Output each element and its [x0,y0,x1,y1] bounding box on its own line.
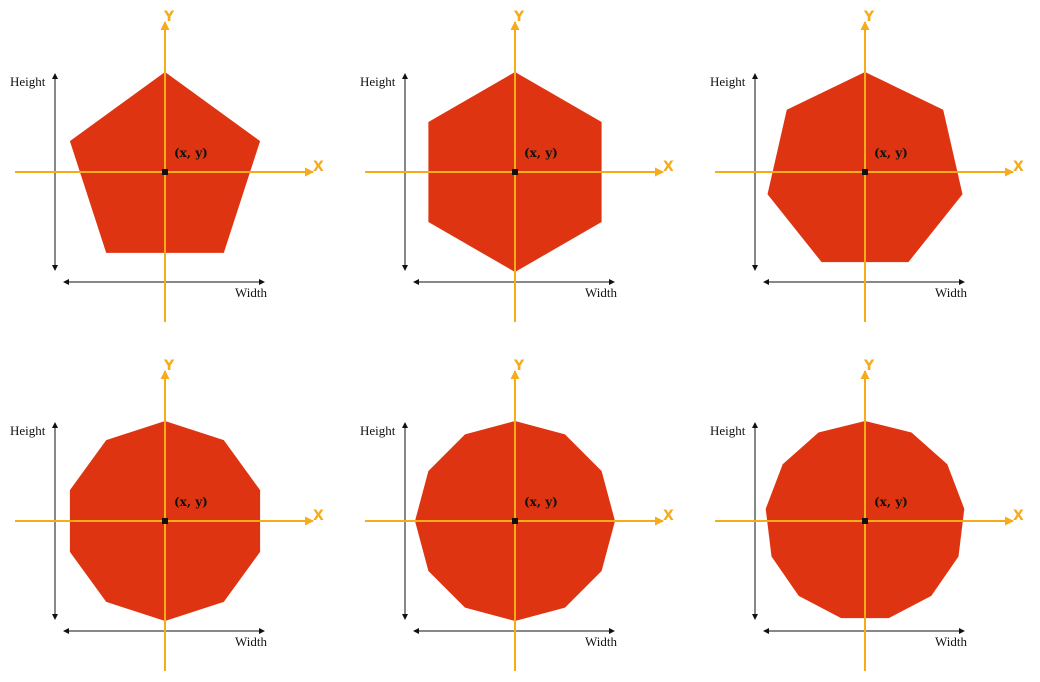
center-label: (x, y) [174,146,208,160]
height-label: Height [360,423,396,438]
height-label: Height [10,74,46,89]
x-axis-label: X [1013,159,1024,175]
width-label: Width [935,285,967,300]
center-point [862,169,868,175]
width-label: Width [235,285,267,300]
width-label: Width [935,634,967,649]
y-axis-label: Y [513,358,525,374]
panel-pentagon: Height Width X Y (x, y) [10,9,324,322]
width-label: Width [585,634,617,649]
y-axis-label: Y [513,9,525,25]
width-label: Width [585,285,617,300]
center-label: (x, y) [874,495,908,509]
panel-decagon: Height Width X Y (x, y) [10,358,324,671]
center-point [512,169,518,175]
x-axis-label: X [663,508,674,524]
x-axis-label: X [313,159,324,175]
panel-dodecagon: Height Width X Y (x, y) [360,358,674,671]
center-label: (x, y) [874,146,908,160]
panel-tridecagon: Height Width X Y (x, y) [710,358,1024,671]
width-label: Width [235,634,267,649]
y-axis-label: Y [863,358,875,374]
x-axis-label: X [1013,508,1024,524]
center-label: (x, y) [174,495,208,509]
x-axis-label: X [313,508,324,524]
y-axis-label: Y [163,9,175,25]
height-label: Height [710,74,746,89]
center-point [512,518,518,524]
center-point [162,169,168,175]
y-axis-label: Y [163,358,175,374]
height-label: Height [10,423,46,438]
center-label: (x, y) [524,495,558,509]
x-axis-label: X [663,159,674,175]
panel-hexagon: Height Width X Y (x, y) [360,9,674,322]
height-label: Height [360,74,396,89]
panel-heptagon: Height Width X Y (x, y) [710,9,1024,322]
height-label: Height [710,423,746,438]
center-label: (x, y) [524,146,558,160]
center-point [162,518,168,524]
y-axis-label: Y [863,9,875,25]
center-point [862,518,868,524]
